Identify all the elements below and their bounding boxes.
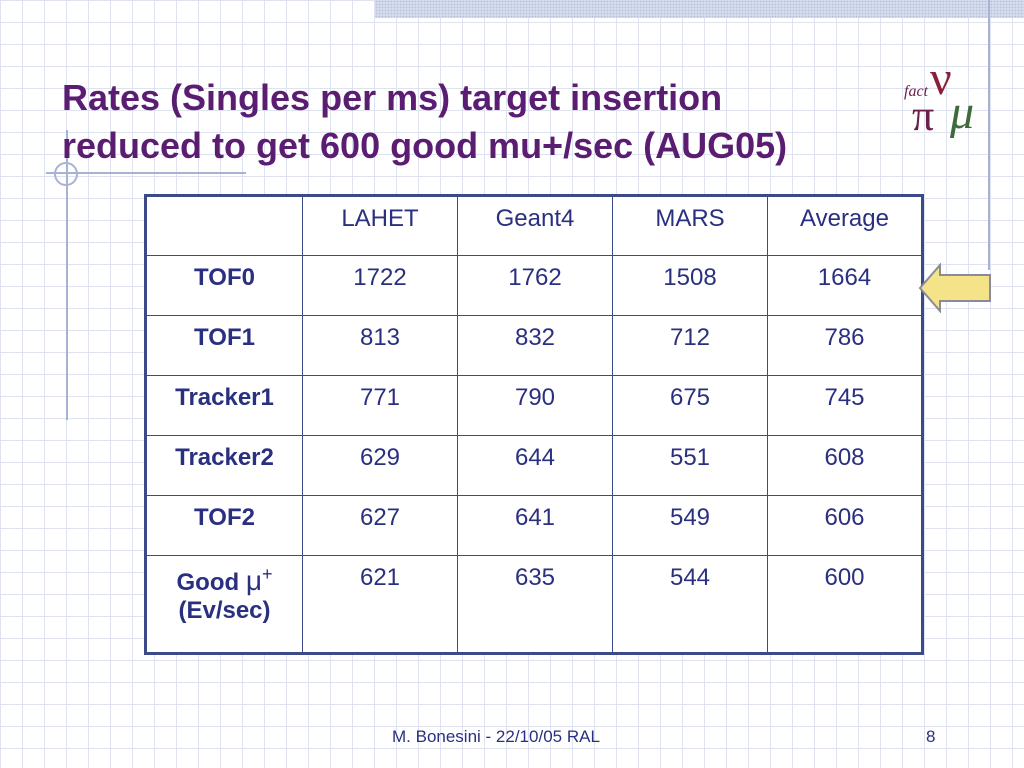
title-line-2: reduced to get 600 good mu+/sec (AUG05) [62,125,788,166]
column-header: Geant4 [457,195,613,256]
table-cell: 1762 [457,255,613,316]
decorative-horizontal-line [46,172,246,174]
row-label-prefix: Good [176,569,240,596]
logo-text-nu: ν [930,58,952,105]
page-number: 8 [926,727,936,746]
table-cell: 629 [302,435,458,496]
decorative-vertical-line [66,130,68,420]
table-cell: 641 [457,495,613,556]
column-header: LAHET [302,195,458,256]
table-cell: 635 [457,555,613,654]
table-cell: 621 [302,555,458,654]
nufact-logo-icon: fact ν π μ [904,58,974,138]
table-cell: 600 [767,555,923,654]
header-corner-cell [145,195,303,256]
table-cell: 675 [612,375,768,436]
table-cell: 790 [457,375,613,436]
top-decorative-band [375,0,1024,18]
table-header-row: LAHET Geant4 MARS Average [145,195,923,256]
mu-symbol: μ+ [245,564,273,596]
table-cell: 786 [767,315,923,376]
table-cell: 544 [612,555,768,654]
table-cell: 712 [612,315,768,376]
table-cell: 745 [767,375,923,436]
table-cell: 644 [457,435,613,496]
row-label: TOF1 [145,315,303,376]
table-row: Tracker1 771 790 675 745 [145,375,923,436]
row-label: TOF2 [145,495,303,556]
decorative-circle [54,162,78,186]
logo-text-mu: μ [949,86,974,138]
row-label: Tracker1 [145,375,303,436]
table-cell: 606 [767,495,923,556]
table-cell: 608 [767,435,923,496]
column-header: Average [767,195,923,256]
table-cell: 1508 [612,255,768,316]
slide-title: Rates (Singles per ms) target insertion … [62,74,902,170]
row-label-good-mu: Good μ+ (Ev/sec) [145,555,303,654]
left-arrow-icon [918,263,991,313]
table-cell: 627 [302,495,458,556]
column-header: MARS [612,195,768,256]
table-row-good-mu: Good μ+ (Ev/sec) 621 635 544 600 [145,555,923,654]
row-label: TOF0 [145,255,303,316]
row-label: Tracker2 [145,435,303,496]
table-row: TOF1 813 832 712 786 [145,315,923,376]
table-cell: 1722 [302,255,458,316]
logo-text-fact: fact [904,83,929,100]
table-cell: 813 [302,315,458,376]
table-cell: 832 [457,315,613,376]
footer-author-date: M. Bonesini - 22/10/05 RAL [392,727,600,746]
table-cell: 771 [302,375,458,436]
table-cell: 551 [612,435,768,496]
table-row: TOF2 627 641 549 606 [145,495,923,556]
logo-text-pi: π [912,91,934,138]
table-row: TOF0 1722 1762 1508 1664 [145,255,923,316]
table-cell: 1664 [767,255,923,316]
rates-table: LAHET Geant4 MARS Average TOF0 1722 1762 1508 16… [144,194,924,655]
row-label-unit: (Ev/sec) [178,597,271,624]
table-row: Tracker2 629 644 551 608 [145,435,923,496]
decorative-right-vertical-line [988,0,990,270]
title-line-1: Rates (Singles per ms) target insertion [62,77,723,118]
table-cell: 549 [612,495,768,556]
